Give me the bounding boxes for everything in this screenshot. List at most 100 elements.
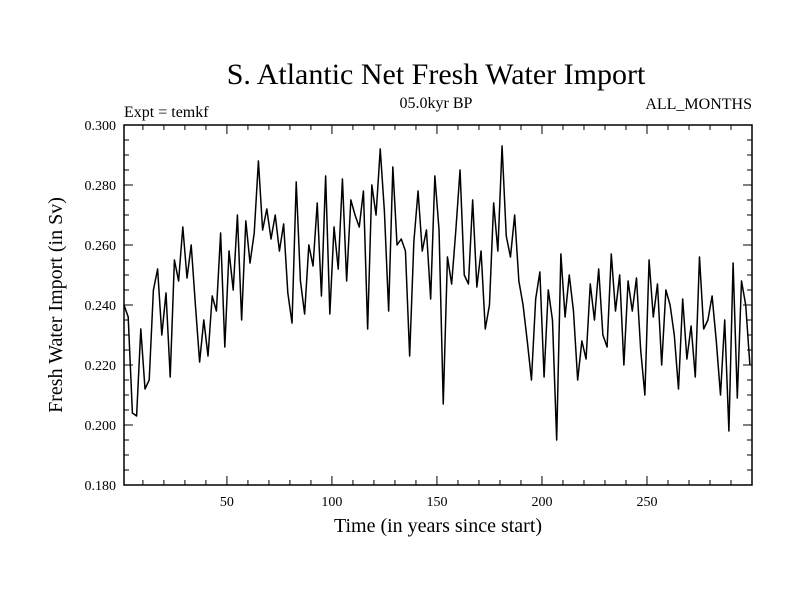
experiment-label: Expt = temkf (124, 104, 209, 121)
series-line (123, 145, 751, 441)
data-point (581, 340, 583, 342)
data-point (472, 199, 474, 201)
data-point (497, 250, 499, 252)
data-point (501, 145, 503, 147)
data-point (392, 166, 394, 168)
data-point (304, 313, 306, 315)
data-point (560, 253, 562, 255)
data-point (430, 298, 432, 300)
data-point (253, 232, 255, 234)
data-point (341, 178, 344, 180)
data-point (152, 289, 154, 291)
data-point (148, 379, 150, 381)
data-point (728, 430, 730, 432)
data-point (203, 319, 205, 321)
data-point (526, 340, 528, 342)
x-axis: 50 100 150 200 250 (142, 125, 732, 510)
data-point (740, 280, 743, 282)
data-point (350, 199, 352, 201)
data-point (291, 322, 293, 324)
data-point (564, 316, 566, 318)
data-point (417, 190, 419, 192)
data-point (161, 334, 163, 336)
data-point (518, 280, 520, 282)
data-point (530, 379, 533, 381)
data-point (623, 364, 625, 366)
data-point (619, 274, 621, 276)
y-tick-label: 0.260 (85, 239, 117, 254)
data-point (665, 289, 667, 291)
data-point (459, 169, 461, 171)
data-point (551, 319, 554, 321)
y-axis: 0.180 0.200 0.220 0.240 0.260 0.280 0.300 (85, 119, 752, 494)
data-point (652, 316, 654, 318)
series-layer (123, 145, 751, 441)
data-point (144, 388, 146, 390)
data-point (690, 325, 692, 327)
data-point (732, 262, 734, 264)
data-point (379, 148, 381, 150)
data-point (354, 214, 356, 216)
data-point (698, 256, 701, 258)
data-point (320, 295, 323, 297)
data-point (572, 310, 575, 312)
data-point (173, 259, 176, 261)
y-tick-label: 0.280 (85, 179, 117, 194)
data-point (522, 304, 524, 306)
data-point (434, 175, 436, 177)
data-point (585, 358, 587, 360)
data-point (299, 280, 302, 282)
data-point (694, 376, 696, 378)
data-point (413, 241, 415, 243)
data-point (278, 250, 281, 252)
data-point (568, 274, 570, 276)
data-point (312, 265, 314, 267)
y-tick-label: 0.180 (85, 479, 117, 494)
data-point (661, 364, 663, 366)
data-point (656, 283, 659, 285)
data-point (484, 328, 486, 330)
data-point (232, 289, 234, 291)
data-point (749, 364, 751, 366)
data-point (648, 259, 650, 261)
data-point (199, 361, 201, 363)
data-point (165, 292, 167, 294)
data-point (404, 250, 407, 252)
y-axis-label: Fresh Water Import (in Sv) (45, 197, 67, 413)
data-point (228, 250, 230, 252)
data-point (362, 190, 365, 192)
data-point (169, 376, 171, 378)
data-point (455, 229, 457, 231)
data-point (463, 274, 465, 276)
data-point (589, 283, 591, 285)
y-tick-label: 0.240 (85, 299, 117, 314)
period-label: 05.0kyr BP (400, 95, 473, 112)
data-point (194, 304, 197, 306)
data-point (367, 328, 369, 330)
data-point (383, 211, 386, 213)
data-point (157, 268, 159, 270)
data-point (425, 229, 428, 231)
data-point (614, 310, 617, 312)
data-point (283, 223, 285, 225)
data-point (337, 268, 339, 270)
y-tick-label: 0.200 (85, 419, 117, 434)
data-point (400, 238, 402, 240)
x-tick-label: 250 (636, 495, 657, 510)
data-point (127, 316, 129, 318)
data-point (287, 292, 289, 294)
data-point (451, 283, 453, 285)
months-label: ALL_MONTHS (645, 96, 752, 113)
data-point (316, 202, 318, 204)
data-point (547, 289, 549, 291)
data-point (186, 277, 188, 279)
data-point (123, 304, 125, 306)
data-point (236, 214, 239, 216)
data-point (442, 403, 444, 405)
data-point (274, 214, 276, 216)
data-point (543, 376, 545, 378)
data-point (409, 355, 411, 357)
data-point (606, 346, 608, 348)
x-axis-label: Time (in years since start) (334, 515, 542, 537)
